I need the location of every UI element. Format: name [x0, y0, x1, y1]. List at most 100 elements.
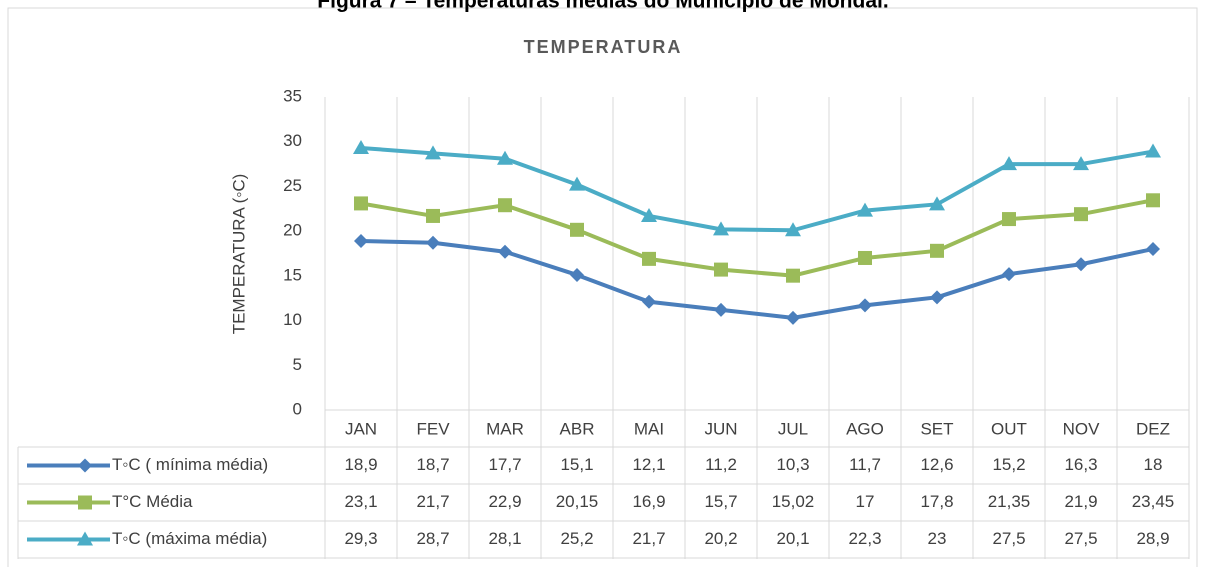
data-point: [858, 298, 872, 313]
data-point: [1002, 212, 1016, 227]
table-value: 12,6: [920, 455, 953, 474]
table-value: 21,7: [416, 492, 449, 511]
series-line: [360, 238, 1154, 320]
y-axis-label: TEMPERATURA (◦C): [229, 174, 248, 335]
table-value: 29,3: [344, 529, 377, 548]
y-tick-label: 0: [293, 399, 302, 418]
table-value: 27,5: [1064, 529, 1097, 548]
legend-label: T◦C ( mínima média): [112, 455, 268, 474]
table-value: 11,7: [849, 455, 881, 474]
table-value: 20,2: [704, 529, 737, 548]
data-point: [929, 196, 945, 211]
table-value: 20,15: [556, 492, 599, 511]
data-point: [642, 294, 656, 309]
legend-marker: [78, 495, 92, 510]
data-point: [426, 235, 440, 250]
data-point: [569, 176, 585, 191]
data-point: [570, 267, 584, 282]
x-tick-label: MAR: [486, 419, 524, 438]
data-point: [1002, 267, 1016, 282]
x-tick-label: DEZ: [1136, 419, 1170, 438]
data-point: [785, 222, 801, 237]
legend-label: T°C Média: [112, 492, 193, 511]
legend-marker: [77, 531, 93, 546]
chart-title: TEMPERATURA: [524, 37, 683, 57]
table-value: 28,7: [416, 529, 449, 548]
data-point: [1146, 193, 1160, 208]
x-tick-label: AGO: [846, 419, 884, 438]
x-tick-label: JUN: [704, 419, 737, 438]
table-value: 28,1: [488, 529, 521, 548]
series-line: [360, 145, 1154, 233]
data-point: [642, 251, 656, 266]
x-tick-label: ABR: [560, 419, 595, 438]
data-point: [641, 207, 657, 222]
figure-caption: Figura 7 – Temperaturas médias do Municí…: [317, 0, 888, 13]
data-point: [354, 196, 368, 211]
data-point: [786, 268, 800, 283]
x-tick-label: JAN: [345, 419, 377, 438]
table-value: 23,45: [1132, 492, 1175, 511]
y-tick-label: 15: [283, 265, 302, 284]
data-point: [930, 290, 944, 305]
table-value: 22,3: [848, 529, 881, 548]
data-point: [498, 198, 512, 213]
data-point: [714, 262, 728, 277]
table-value: 23,1: [344, 492, 377, 511]
data-point: [1146, 242, 1160, 257]
table-value: 25,2: [560, 529, 593, 548]
data-point: [930, 243, 944, 258]
legend-marker: [78, 458, 92, 473]
data-point: [497, 150, 513, 165]
data-point: [1145, 143, 1161, 158]
table-value: 20,1: [776, 529, 809, 548]
data-point: [498, 244, 512, 259]
table-value: 16,3: [1064, 455, 1097, 474]
table-value: 11,2: [705, 455, 737, 474]
table-value: 18: [1144, 455, 1163, 474]
data-point: [353, 139, 369, 154]
table-value: 18,7: [416, 455, 449, 474]
table-value: 10,3: [776, 455, 809, 474]
table-value: 21,35: [988, 492, 1031, 511]
y-tick-label: 35: [283, 86, 302, 105]
y-tick-label: 5: [293, 355, 302, 374]
table-value: 18,9: [344, 455, 377, 474]
table-value: 21,9: [1064, 492, 1097, 511]
table-value: 21,7: [632, 529, 665, 548]
table-value: 23: [928, 529, 947, 548]
data-point: [1001, 156, 1017, 171]
table-value: 12,1: [632, 455, 665, 474]
x-tick-label: SET: [920, 419, 953, 438]
table-value: 15,02: [772, 492, 815, 511]
data-point: [1073, 156, 1089, 171]
x-tick-label: JUL: [778, 419, 808, 438]
table-value: 15,7: [704, 492, 737, 511]
data-point: [1074, 207, 1088, 222]
x-tick-label: OUT: [991, 419, 1027, 438]
data-point: [858, 250, 872, 265]
table-value: 17,7: [488, 455, 521, 474]
x-tick-label: NOV: [1063, 419, 1101, 438]
data-point: [786, 310, 800, 325]
data-point: [354, 233, 368, 248]
data-point: [425, 145, 441, 160]
table-value: 15,1: [560, 455, 593, 474]
data-point: [570, 222, 584, 237]
legend-label: T◦C (máxima média): [112, 529, 267, 548]
x-tick-label: FEV: [416, 419, 450, 438]
data-point: [714, 302, 728, 317]
table-value: 17: [856, 492, 875, 511]
data-point: [1074, 257, 1088, 272]
x-tick-label: MAI: [634, 419, 664, 438]
table-value: 16,9: [632, 492, 665, 511]
table-value: 28,9: [1136, 529, 1169, 548]
y-tick-label: 10: [283, 310, 302, 329]
data-point: [857, 202, 873, 217]
table-value: 17,8: [920, 492, 953, 511]
chart-frame: [7, 7, 1198, 572]
y-tick-label: 30: [283, 131, 302, 150]
table-value: 15,2: [992, 455, 1025, 474]
data-point: [713, 221, 729, 236]
table-value: 27,5: [992, 529, 1025, 548]
